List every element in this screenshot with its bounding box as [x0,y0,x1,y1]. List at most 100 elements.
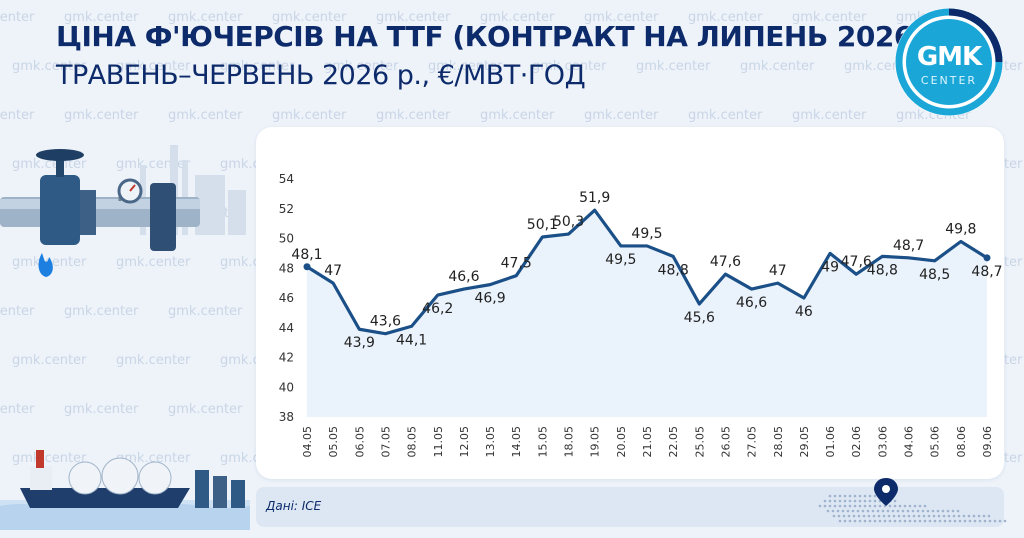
x-tick-label: 04.06 [903,426,916,458]
series-line [305,208,989,336]
map-dot [908,519,912,523]
map-dot [953,519,957,523]
map-dot [857,514,861,518]
map-dot [936,509,940,513]
data-label: 48,8 [658,262,689,278]
data-label: 48,7 [893,238,924,254]
map-dot [858,499,862,503]
map-dot [867,514,871,518]
map-dot [903,519,907,523]
map-dot [853,494,857,498]
map-dot [967,514,971,518]
map-dot [832,514,836,518]
data-label: 46,6 [736,295,767,311]
map-dot [838,494,842,498]
map-dot [843,519,847,523]
y-tick-label: 40 [279,380,294,394]
map-dot [887,514,891,518]
map-dot [878,504,882,508]
map-dot [918,519,922,523]
x-tick-label: 14.05 [510,426,523,458]
x-tick-label: 08.05 [406,426,419,458]
map-dot [978,519,982,523]
data-label: 48,7 [971,264,1002,280]
data-label: 49,5 [631,226,662,242]
map-dot [888,504,892,508]
map-dot [833,494,837,498]
map-dot [862,514,866,518]
map-dot [933,519,937,523]
source-label: Дані: ICE [266,499,322,513]
x-tick-label: 29.05 [798,426,811,458]
map-dot [947,514,951,518]
map-dot [906,509,910,513]
gmk-center-logo: GMK CENTER [893,6,1005,118]
map-dot [903,504,907,508]
map-dot [853,504,857,508]
x-tick-label: 21.05 [641,426,654,458]
map-dot [876,509,880,513]
data-label: 47,5 [501,256,532,272]
map-dot [861,509,865,513]
x-tick-label: 19.05 [589,426,602,458]
data-label: 48,1 [291,247,322,263]
data-label: 50,3 [553,214,584,230]
map-dot [977,514,981,518]
map-dot [983,519,987,523]
map-dot [882,514,886,518]
map-dot [893,499,897,503]
y-tick-label: 48 [279,261,294,275]
map-dot [937,514,941,518]
map-dot [873,499,877,503]
map-dot [878,519,882,523]
map-dot [968,519,972,523]
logo-text: GMK [916,42,982,72]
y-tick-label: 42 [279,351,294,365]
y-tick-label: 44 [279,321,294,335]
map-dot [858,504,862,508]
map-dot [911,509,915,513]
data-label: 47,6 [841,254,872,270]
x-tick-label: 03.06 [876,426,889,458]
map-dot [868,519,872,523]
y-tick-label: 50 [279,232,294,246]
data-label: 46,6 [448,269,479,285]
x-tick-label: 12.05 [458,426,471,458]
map-dot [941,509,945,513]
x-tick-label: 20.05 [615,426,628,458]
map-dot [853,519,857,523]
map-dot [973,519,977,523]
map-dot [828,499,832,503]
map-dot [877,514,881,518]
data-label: 46,2 [422,301,453,317]
map-dot [962,514,966,518]
data-label: 47,6 [710,254,741,270]
map-dot [831,509,835,513]
x-tick-label: 01.06 [824,426,837,458]
map-dot [913,504,917,508]
map-dot [838,499,842,503]
y-tick-label: 52 [279,202,294,216]
map-dot [833,499,837,503]
map-dot [893,504,897,508]
map-dot [942,514,946,518]
data-label: 44,1 [396,332,427,348]
map-dot [838,519,842,523]
map-dot [931,509,935,513]
flame-icon [38,253,53,277]
map-dot [922,514,926,518]
map-dot [873,494,877,498]
x-tick-label: 13.05 [484,426,497,458]
data-point [303,263,311,271]
data-label: 49,5 [605,252,636,268]
map-dot [898,519,902,523]
x-tick-label: 04.05 [301,426,314,458]
map-dot [921,509,925,513]
map-dot [988,519,992,523]
map-dot [872,514,876,518]
map-dot [896,509,900,513]
map-dot [898,504,902,508]
y-tick-label: 46 [279,291,294,305]
x-tick-label: 05.06 [929,426,942,458]
data-label: 46,9 [474,291,505,307]
